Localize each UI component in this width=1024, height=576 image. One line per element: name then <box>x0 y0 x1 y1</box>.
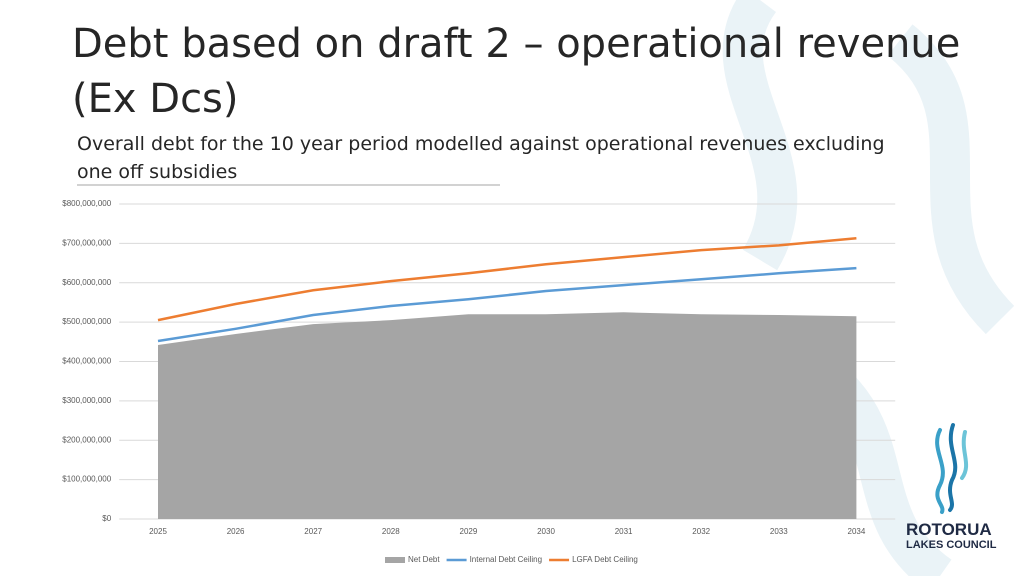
y-tick-label: $300,000,000 <box>62 396 111 405</box>
x-tick-label: 2031 <box>615 527 633 536</box>
slide-title: (Ex Dcs) <box>72 76 239 122</box>
x-tick-label: 2034 <box>848 527 866 536</box>
subtitle: one off subsidies <box>77 161 237 183</box>
decor-swirl <box>886 24 1015 335</box>
x-tick-label: 2033 <box>770 527 788 536</box>
legend-label: LGFA Debt Ceiling <box>572 555 638 564</box>
logo <box>935 423 969 514</box>
x-tick-label: 2027 <box>304 527 322 536</box>
x-tick-label: 2025 <box>149 527 167 536</box>
y-tick-label: $200,000,000 <box>62 435 111 444</box>
logo-text: LAKES COUNCIL <box>906 539 997 551</box>
y-tick-label: $800,000,000 <box>62 199 111 208</box>
area <box>158 312 857 519</box>
subtitle: Overall debt for the 10 year period mode… <box>77 133 885 155</box>
x-tick-label: 2029 <box>460 527 478 536</box>
y-tick-label: $100,000,000 <box>62 475 111 484</box>
plot: $0 $100,000,000 $200,000,000 $300,000,000 $4… <box>62 199 896 536</box>
slide-title: Debt based on draft 2 – operational reve… <box>72 21 960 67</box>
legend-label: Internal Debt Ceiling <box>470 555 542 564</box>
logo-mark <box>948 423 958 512</box>
x-tick-label: 2032 <box>692 527 710 536</box>
x-tick-label: 2026 <box>227 527 245 536</box>
logo-mark <box>960 430 969 480</box>
y-tick-label: $400,000,000 <box>62 357 111 366</box>
logo-text: ROTORUA <box>906 520 992 539</box>
y-tick-label: $700,000,000 <box>62 238 111 247</box>
legend-swatch <box>385 557 405 563</box>
legend: Net Debt Internal Debt Ceiling LGFA Debt C… <box>385 555 638 564</box>
logo-mark <box>935 428 945 514</box>
x-tick-label: 2030 <box>537 527 555 536</box>
y-tick-label: $600,000,000 <box>62 278 111 287</box>
decor-swirl <box>722 0 798 271</box>
line <box>157 237 857 322</box>
legend-label: Net Debt <box>408 555 440 564</box>
x-tick-label: 2028 <box>382 527 400 536</box>
y-tick-label: $500,000,000 <box>62 317 111 326</box>
y-tick-label: $0 <box>102 514 111 523</box>
line <box>157 266 857 343</box>
